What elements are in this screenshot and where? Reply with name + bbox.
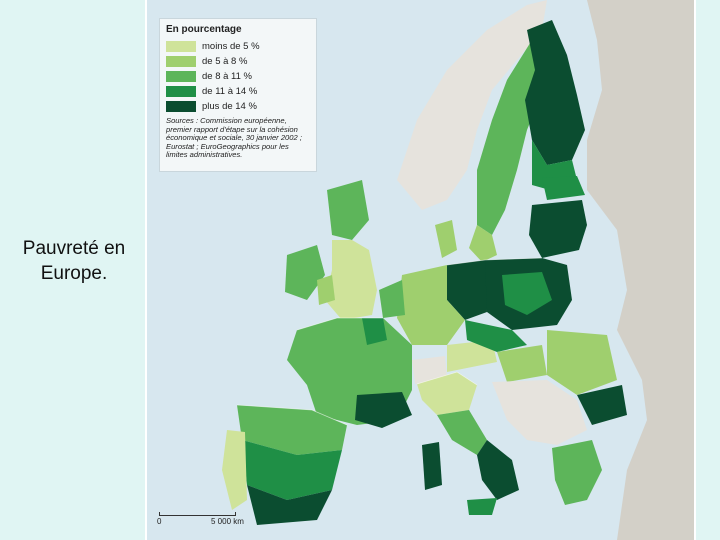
region-greece (552, 440, 602, 505)
map-canvas (222, 0, 694, 540)
legend-swatch (166, 56, 196, 67)
region-sardinia (422, 442, 442, 490)
slide-caption: Pauvreté en Europe. (22, 238, 126, 284)
region-sicily (467, 498, 497, 515)
region-denmark (435, 220, 457, 258)
scale-line (159, 512, 236, 516)
scale-end: 5 000 km (211, 517, 244, 526)
region-estonia (542, 176, 585, 200)
region-ireland (285, 245, 325, 300)
region-benelux (379, 280, 405, 318)
legend-label: plus de 14 % (202, 101, 257, 112)
region-spain-centre (242, 440, 342, 500)
coast-lines (236, 257, 543, 426)
europe-poverty-map: En pourcentage moins de 5 % de 5 à 8 % d… (145, 0, 696, 540)
region-latvia-lithuania (529, 200, 587, 258)
legend-label: de 8 à 11 % (202, 71, 253, 82)
region-sweden-south (469, 225, 497, 262)
legend-item: de 5 à 8 % (166, 54, 310, 69)
region-finland-north (525, 20, 585, 165)
legend-source: Sources : Commission européenne, premier… (166, 116, 302, 160)
region-italy-south (477, 440, 519, 500)
region-sweden (477, 40, 545, 235)
region-spain-north (237, 405, 347, 455)
legend-item: plus de 14 % (166, 99, 310, 114)
legend-swatch (166, 101, 196, 112)
legend-title: En pourcentage (166, 24, 242, 35)
region-spain-south (247, 485, 332, 525)
region-england (325, 240, 377, 320)
legend-label: moins de 5 % (202, 41, 260, 52)
legend-swatch (166, 41, 196, 52)
norway-land (397, 0, 547, 210)
region-portugal (222, 430, 247, 510)
region-czech-slovakia (465, 320, 527, 352)
region-germany-east (447, 260, 487, 320)
region-germany-west (397, 265, 465, 345)
legend-item: moins de 5 % (166, 39, 310, 54)
region-scotland (327, 180, 369, 240)
region-austria (447, 340, 497, 372)
region-france-north (362, 318, 387, 345)
balkans-land (492, 380, 587, 445)
region-italy-north (417, 372, 477, 415)
non-eu-east-land (587, 0, 694, 540)
region-wales (317, 275, 335, 305)
legend-item: de 8 à 11 % (166, 69, 310, 84)
legend-label: de 11 à 14 % (202, 86, 258, 97)
switzerland-land (412, 356, 447, 384)
region-poland-central (502, 272, 552, 315)
region-bulgaria (577, 385, 627, 425)
legend-swatch (166, 86, 196, 97)
legend-label: de 5 à 8 % (202, 56, 248, 67)
legend-item: de 11 à 14 % (166, 84, 310, 99)
scale-start: 0 (157, 517, 162, 526)
legend-swatch (166, 71, 196, 82)
region-italy-centre (437, 410, 487, 455)
legend-box: En pourcentage moins de 5 % de 5 à 8 % d… (159, 18, 317, 172)
region-romania (547, 330, 617, 395)
region-hungary (497, 345, 547, 382)
region-france-south (355, 392, 412, 428)
